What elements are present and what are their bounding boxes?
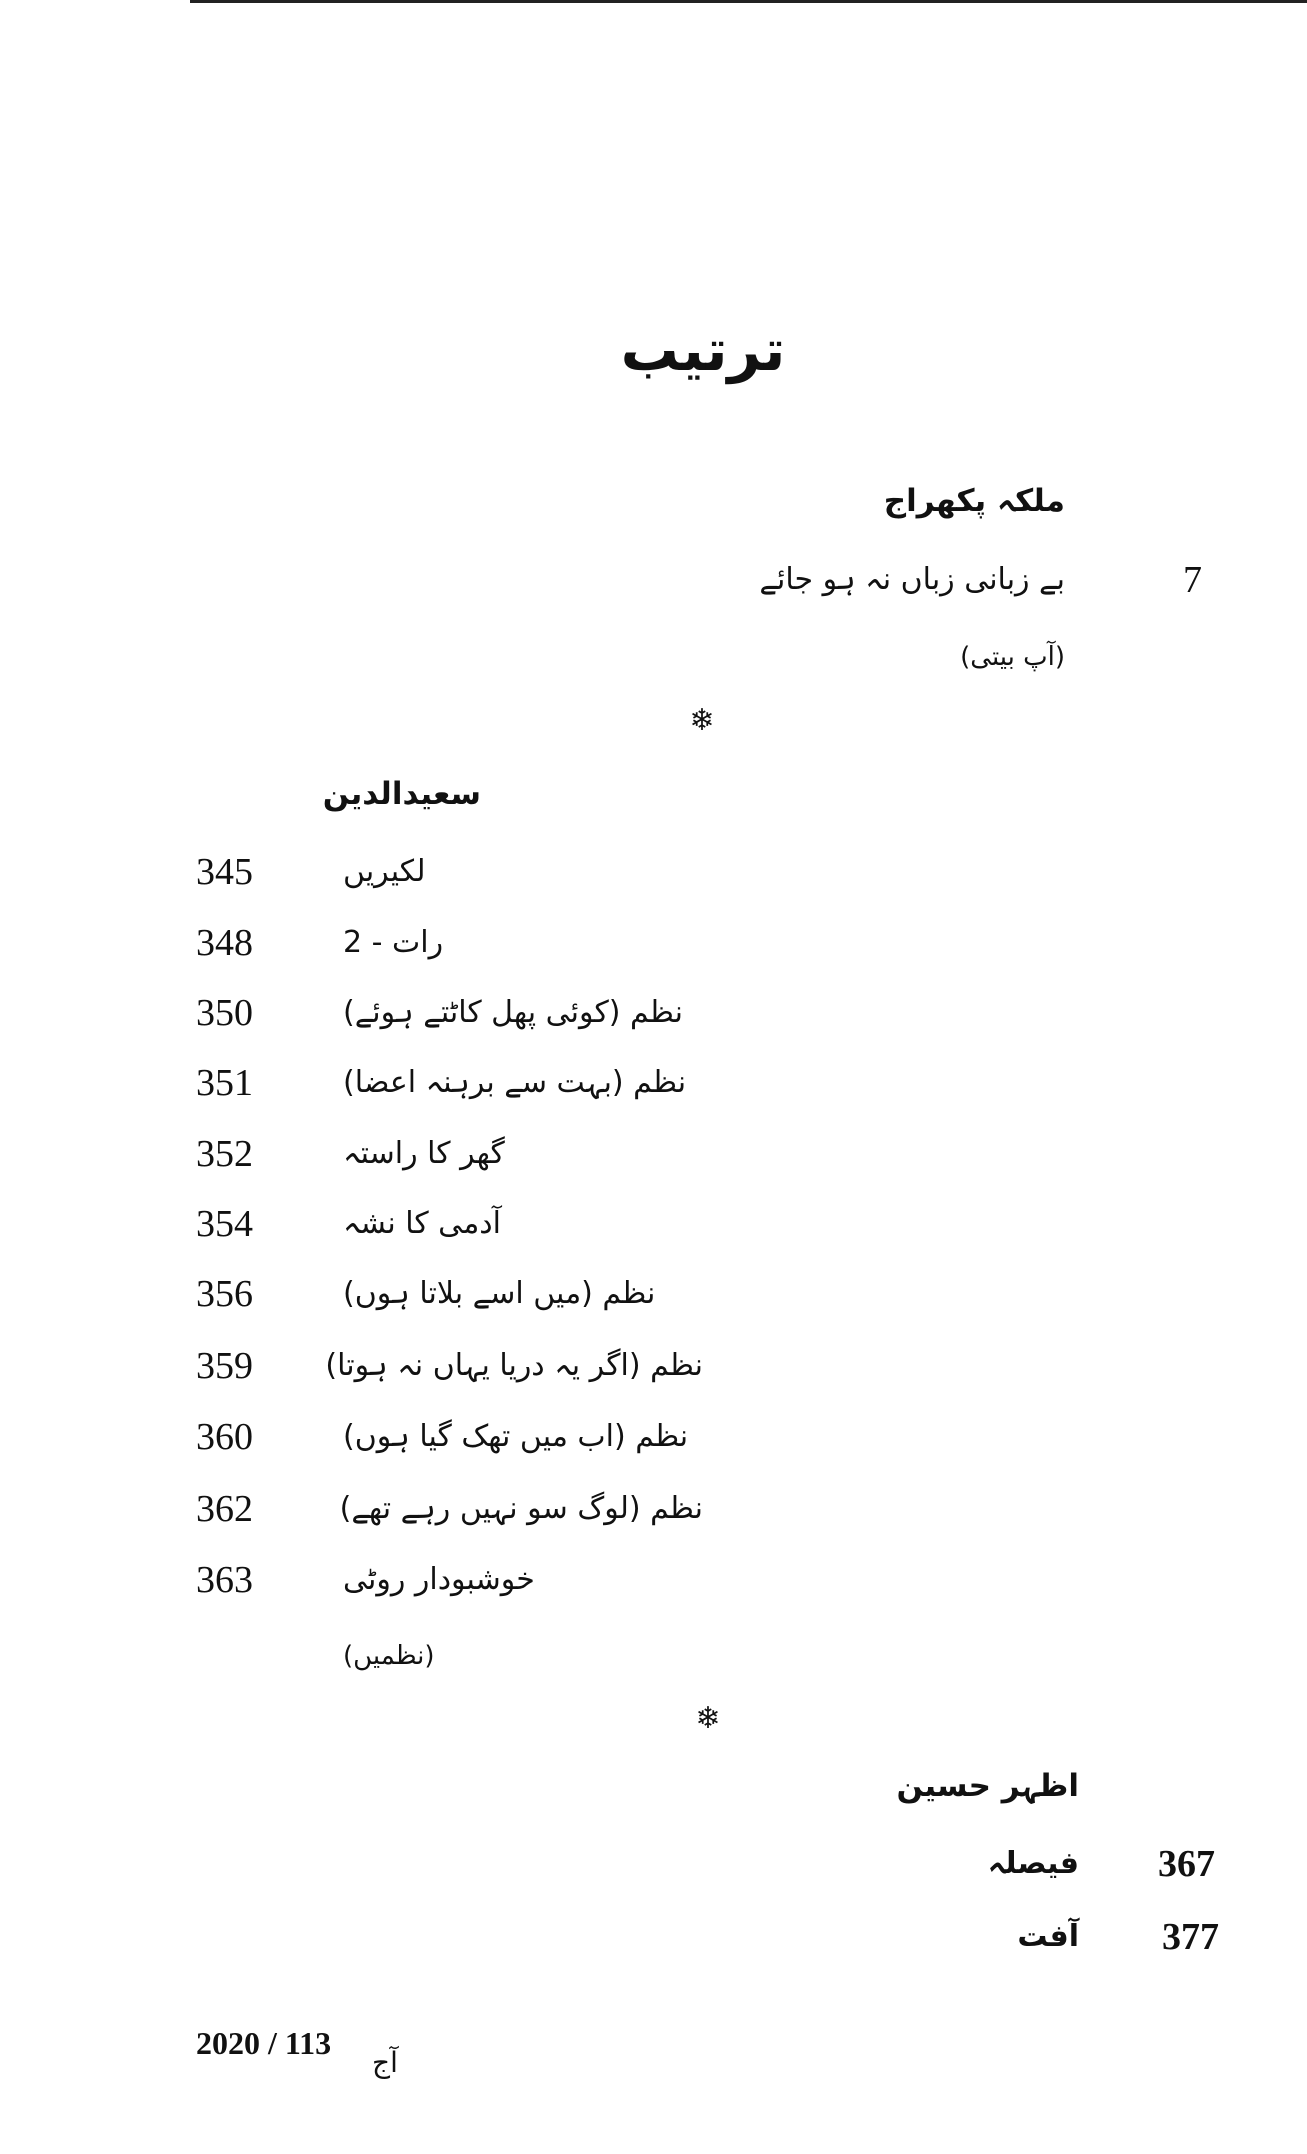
page-number: 363	[196, 1559, 253, 1601]
entry-title: نظم (میں اسے بلاتا ہوں)	[343, 1276, 656, 1311]
page-number: 352	[196, 1133, 253, 1175]
genre-label: (آپ بیتی)	[960, 642, 1065, 672]
entry-title: نظم (لوگ سو نہیں رہے تھے)	[339, 1491, 703, 1526]
page-number: 356	[196, 1273, 253, 1315]
entry-title: بے زبانی زباں نہ ہو جائے	[759, 562, 1065, 597]
author-heading: سعیدالدین	[322, 776, 481, 812]
snowflake-ornament-icon: ❄	[689, 703, 715, 738]
page-number: 354	[196, 1203, 253, 1245]
page-number: 351	[196, 1062, 253, 1104]
top-rule	[190, 0, 1307, 3]
author-heading: ملکہ پکھراج	[883, 483, 1065, 519]
page-title: ترتیب	[620, 316, 786, 384]
entry-title: نظم (اگر یہ دریا یہاں نہ ہوتا)	[325, 1348, 703, 1383]
entry-title: رات - 2	[343, 925, 444, 960]
entry-title: نظم (اب میں تھک گیا ہوں)	[343, 1419, 689, 1454]
genre-label: (نظمیں)	[343, 1641, 435, 1671]
page-number: 367	[1158, 1843, 1215, 1885]
page-number: 377	[1162, 1916, 1219, 1958]
page-number: 350	[196, 992, 253, 1034]
page-number: 345	[196, 851, 253, 893]
entry-title: نظم (کوئی پھل کاٹتے ہوئے)	[343, 995, 683, 1030]
entry-title: گھر کا راستہ	[343, 1136, 505, 1171]
issue-number: 2020 / 113	[196, 2025, 332, 2061]
entry-title: فیصلہ	[987, 1846, 1079, 1881]
page-number: 362	[196, 1488, 253, 1530]
entry-title: خوشبودار روٹی	[343, 1562, 535, 1597]
entry-title: لکیریں	[343, 854, 426, 889]
page-number: 348	[196, 922, 253, 964]
page-number: 360	[196, 1416, 253, 1458]
author-heading: اظہر حسین	[896, 1768, 1079, 1804]
entry-title: نظم (بہت سے برہنہ اعضا)	[343, 1065, 687, 1100]
snowflake-ornament-icon: ❄	[695, 1701, 721, 1736]
page-number: 7	[1183, 559, 1202, 601]
entry-title: آدمی کا نشہ	[343, 1206, 501, 1241]
magazine-name: آج	[372, 2046, 398, 2079]
page-number: 359	[196, 1345, 253, 1387]
entry-title: آفت	[1017, 1919, 1079, 1954]
